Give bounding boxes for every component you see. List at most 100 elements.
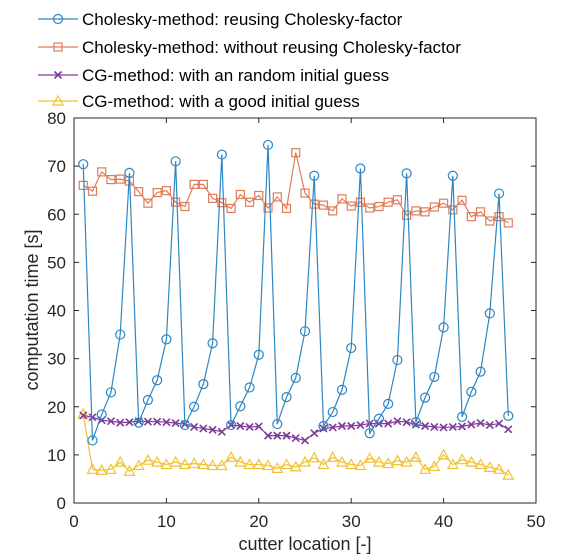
- data-point-circle: [179, 419, 190, 431]
- data-point-triangle: [400, 455, 413, 467]
- data-point-square: [457, 195, 467, 205]
- data-point-circle: [216, 149, 227, 160]
- data-point-circle: [207, 338, 218, 349]
- data-point-x: [356, 420, 365, 430]
- data-point-x: [106, 417, 116, 426]
- data-point-triangle: [280, 458, 293, 470]
- data-point-circle: [235, 401, 246, 412]
- data-point-square: [244, 197, 255, 207]
- data-point-square: [254, 190, 264, 201]
- y-tick-label: 60: [47, 205, 66, 224]
- data-point-square: [161, 186, 171, 196]
- data-point-circle: [456, 411, 468, 422]
- data-point-x: [411, 420, 420, 429]
- data-point-x: [458, 422, 467, 431]
- data-point-circle: [290, 372, 301, 383]
- data-point-circle: [281, 392, 292, 403]
- data-point-square: [208, 193, 218, 203]
- data-point-square: [402, 210, 412, 220]
- data-point-square: [263, 203, 273, 213]
- data-point-circle: [475, 366, 486, 377]
- data-point-square: [466, 212, 476, 222]
- data-point-triangle: [151, 455, 164, 467]
- data-point-circle: [152, 375, 163, 386]
- data-point-triangle: [206, 459, 219, 471]
- data-point-x: [402, 418, 411, 427]
- data-point-triangle: [326, 451, 339, 462]
- data-point-x: [300, 436, 310, 445]
- data-point-square: [429, 202, 439, 212]
- data-point-square: [272, 192, 282, 202]
- data-point-x: [448, 422, 457, 432]
- data-point-x: [116, 418, 125, 427]
- data-point-x: [384, 419, 393, 428]
- data-point-triangle: [160, 458, 173, 470]
- data-point-circle: [318, 420, 329, 432]
- data-point-triangle: [419, 463, 432, 474]
- data-point-circle: [133, 417, 144, 428]
- data-point-circle: [429, 371, 440, 383]
- data-point-x: [337, 421, 347, 431]
- x-tick-label: 0: [69, 512, 78, 531]
- data-point-square: [485, 216, 495, 226]
- legend-label: CG-method: with an random initial guess: [82, 66, 389, 85]
- data-point-triangle: [51, 94, 65, 106]
- data-point-x: [125, 418, 134, 427]
- data-point-triangle: [493, 463, 506, 474]
- data-point-triangle: [345, 458, 358, 470]
- plot-area: [73, 117, 537, 504]
- data-point-triangle: [382, 457, 395, 469]
- data-point-x: [485, 420, 494, 430]
- data-point-x: [494, 419, 504, 428]
- data-point-square: [53, 42, 63, 52]
- data-point-triangle: [409, 451, 422, 462]
- y-tick-label: 20: [47, 398, 66, 417]
- data-point-triangle: [446, 458, 459, 470]
- data-point-x: [79, 411, 88, 420]
- data-point-circle: [392, 354, 403, 366]
- data-point-square: [180, 201, 190, 212]
- data-point-circle: [272, 418, 283, 430]
- data-point-circle: [420, 392, 431, 403]
- data-point-x: [217, 427, 226, 436]
- data-point-circle: [493, 188, 505, 199]
- data-point-circle: [96, 409, 107, 420]
- data-point-triangle: [234, 455, 247, 467]
- data-point-circle: [262, 139, 274, 151]
- data-point-circle: [78, 159, 89, 170]
- data-point-square: [291, 148, 301, 158]
- data-point-x: [347, 421, 356, 431]
- data-point-circle: [503, 410, 514, 421]
- data-point-triangle: [317, 458, 330, 470]
- data-point-triangle: [95, 464, 108, 475]
- data-point-triangle: [215, 459, 228, 471]
- data-point-circle: [244, 382, 255, 393]
- x-tick-label: 20: [249, 512, 268, 531]
- data-point-square: [171, 197, 181, 207]
- x-tick-label: 40: [434, 512, 453, 531]
- data-point-circle: [142, 394, 154, 406]
- data-point-square: [346, 201, 356, 211]
- data-point-triangle: [456, 453, 469, 465]
- data-point-circle: [225, 419, 237, 431]
- data-point-triangle: [104, 463, 117, 474]
- data-point-triangle: [178, 458, 191, 470]
- data-point-triangle: [428, 460, 441, 472]
- data-point-circle: [189, 401, 200, 412]
- data-point-circle: [115, 329, 126, 340]
- legend: Cholesky-method: reusing Cholesky-factor…: [38, 10, 461, 111]
- data-point-triangle: [354, 459, 367, 471]
- legend-entry: CG-method: with an random initial guess: [38, 66, 389, 85]
- legend-label: Cholesky-method: reusing Cholesky-factor: [82, 10, 403, 29]
- data-point-circle: [161, 334, 172, 345]
- data-point-x: [476, 419, 485, 428]
- data-point-square: [475, 207, 486, 217]
- y-tick-label: 0: [57, 494, 66, 513]
- data-point-circle: [447, 170, 458, 181]
- data-point-square: [503, 218, 513, 228]
- data-point-square: [439, 198, 449, 208]
- y-tick-label: 70: [47, 157, 66, 176]
- data-point-square: [281, 203, 292, 214]
- data-point-circle: [52, 13, 64, 25]
- y-axis-label: computation time [s]: [22, 229, 42, 390]
